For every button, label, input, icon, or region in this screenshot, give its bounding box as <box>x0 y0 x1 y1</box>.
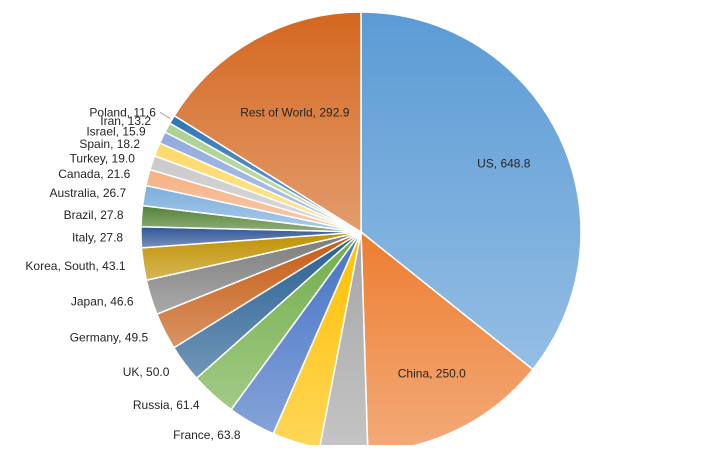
data-label-poland: Poland, 11.6 <box>89 105 156 119</box>
data-label-france: France, 63.8 <box>173 428 241 442</box>
data-label-canada: Canada, 21.6 <box>58 167 130 181</box>
data-label-uk: UK, 50.0 <box>123 365 170 379</box>
data-label-japan: Japan, 46.6 <box>71 295 134 309</box>
data-label-spain: Spain, 18.2 <box>79 137 140 151</box>
data-label-rest-of-world: Rest of World, 292.9 <box>240 106 349 120</box>
data-label-korea-south: Korea, South, 43.1 <box>25 259 125 273</box>
leader-line-poland <box>159 111 171 119</box>
data-label-brazil: Brazil, 27.8 <box>64 208 124 222</box>
data-label-australia: Australia, 26.7 <box>49 186 126 200</box>
data-label-germany: Germany, 49.5 <box>70 331 149 345</box>
data-label-turkey: Turkey, 19.0 <box>70 151 136 165</box>
data-label-italy: Italy, 27.8 <box>72 231 123 245</box>
pie-slice-rest-of-world <box>173 11 362 234</box>
data-label-israel: Israel, 15.9 <box>86 125 146 139</box>
data-label-russia: Russia, 61.4 <box>133 398 200 412</box>
data-label-china: China, 250.0 <box>398 367 466 381</box>
data-label-iran: Iran, 13.2 <box>100 114 151 128</box>
pie-slice-us <box>360 11 582 371</box>
data-label-us: US, 648.8 <box>477 156 531 170</box>
pie-slice-china <box>360 230 534 450</box>
